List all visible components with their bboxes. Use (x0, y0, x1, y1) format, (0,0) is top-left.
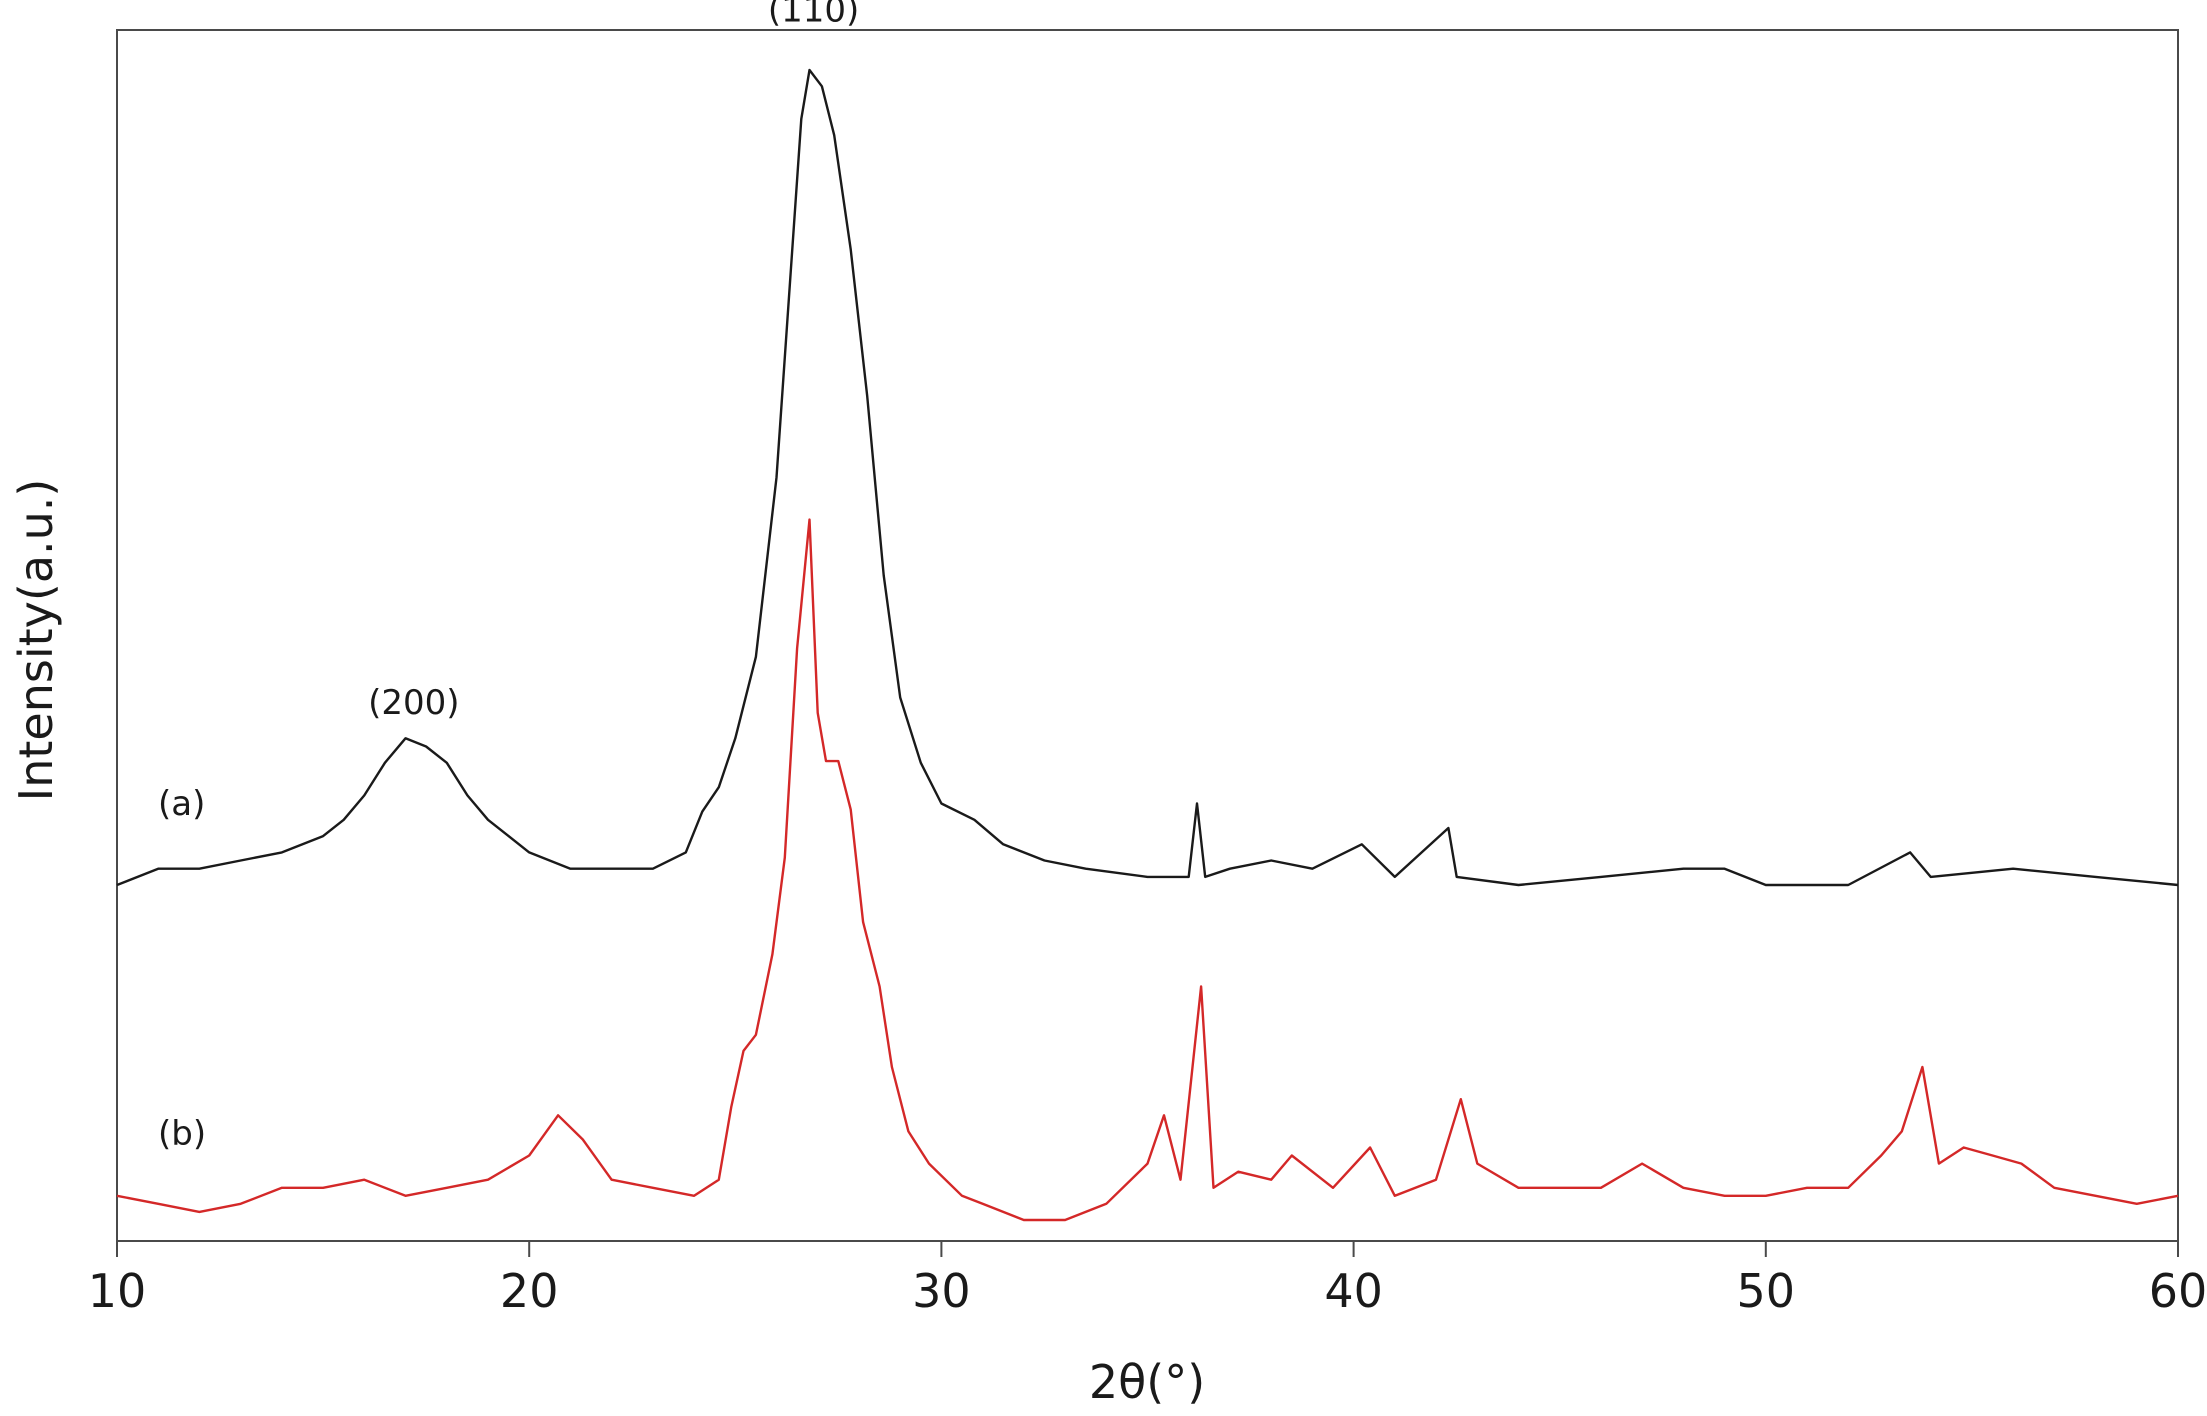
series-label-b: (b) (158, 1114, 206, 1154)
x-tick-label: 50 (1737, 1264, 1796, 1318)
peak-annotation: (110) (768, 0, 859, 30)
y-axis-title: Intensity(a.u.) (9, 479, 63, 802)
plot-frame (116, 29, 2179, 1242)
series-label-a: (a) (158, 784, 205, 824)
x-axis-ticks: 10 20 30 40 50 60 (88, 1241, 2207, 1318)
x-tick-label: 20 (500, 1264, 559, 1318)
x-tick-label: 40 (1324, 1264, 1383, 1318)
x-tick-label: 30 (912, 1264, 971, 1318)
x-axis-title: 2θ(°) (1089, 1355, 1205, 1409)
series-line-b (116, 518, 2179, 1222)
series-line-a (116, 68, 2179, 887)
annotation-layer: (200) (110) (368, 0, 859, 723)
x-tick-label: 10 (88, 1264, 147, 1318)
x-tick-label: 60 (2149, 1264, 2207, 1318)
peak-annotation: (200) (368, 683, 459, 723)
series-layer: (a) (b) (116, 68, 2179, 1222)
